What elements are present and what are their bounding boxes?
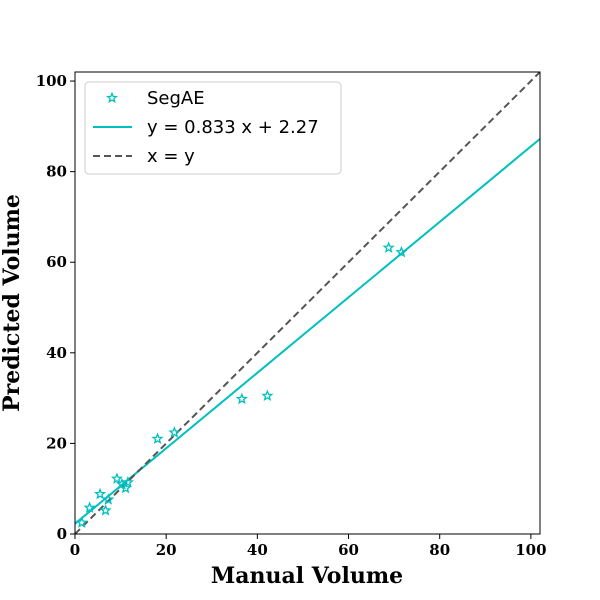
x-tick-label: 60 xyxy=(338,541,359,559)
data-point xyxy=(110,472,124,484)
data-point xyxy=(75,516,88,528)
legend: SegAE y = 0.833 x + 2.27 x = y xyxy=(84,81,342,175)
plot-frame xyxy=(74,71,541,535)
x-tick-label: 0 xyxy=(70,541,80,559)
fit-line-0 xyxy=(75,138,540,525)
legend-label: SegAE xyxy=(147,88,205,109)
x-tick-label: 80 xyxy=(429,541,450,559)
legend-marker-star-icon xyxy=(105,91,119,104)
data-point xyxy=(94,487,107,500)
data-point xyxy=(168,426,181,438)
y-tick-label: 20 xyxy=(46,434,67,452)
data-point xyxy=(99,504,112,516)
data-point xyxy=(395,245,408,258)
y-tick-label: 80 xyxy=(46,163,67,181)
y-tick-label: 100 xyxy=(36,72,67,90)
legend-label: y = 0.833 x + 2.27 xyxy=(147,117,319,138)
data-point xyxy=(382,241,395,253)
x-tick-label: 40 xyxy=(247,541,268,559)
ticks-layer: 0 20 40 60 80 100 0 20 40 60 80 100 xyxy=(36,72,547,559)
data-point xyxy=(119,481,132,494)
data-point xyxy=(151,432,164,445)
y-tick-label: 0 xyxy=(57,525,67,543)
data-point xyxy=(261,389,274,402)
y-tick-label: 60 xyxy=(46,253,67,271)
data-point xyxy=(121,475,134,488)
data-point xyxy=(102,493,115,505)
x-axis-label: Manual Volume xyxy=(211,563,403,589)
y-tick-label: 40 xyxy=(46,344,67,362)
series-layer xyxy=(75,72,540,534)
x-tick-label: 20 xyxy=(156,541,177,559)
x-tick-label: 100 xyxy=(515,541,546,559)
data-point xyxy=(83,501,96,513)
legend-box xyxy=(84,81,342,175)
legend-label: x = y xyxy=(147,146,195,167)
data-point xyxy=(235,392,248,405)
y-axis-label: Predicted Volume xyxy=(0,194,25,412)
